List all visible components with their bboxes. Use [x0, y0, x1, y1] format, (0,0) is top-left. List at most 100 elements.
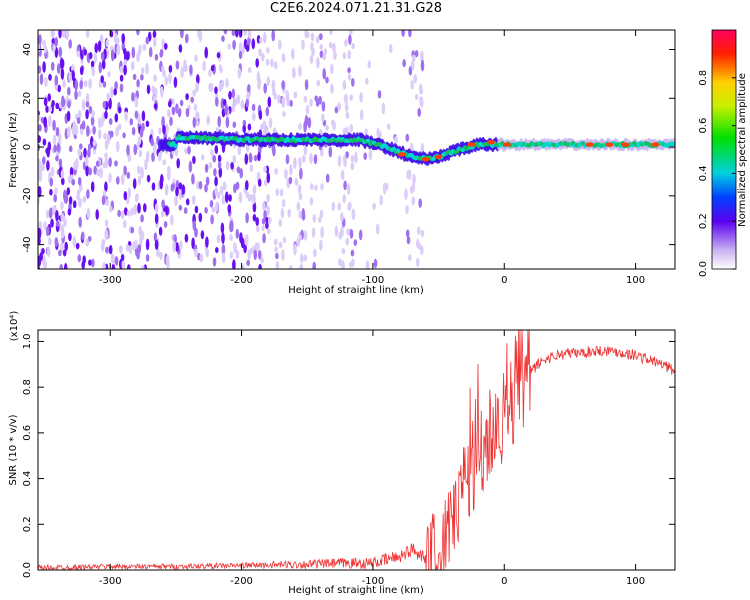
heatmap-cell — [58, 249, 62, 257]
heatmap-cell — [104, 181, 108, 192]
heatmap-cell — [160, 210, 165, 218]
heatmap-cell — [262, 201, 266, 212]
heatmap-cell — [257, 82, 261, 90]
heatmap-cell — [350, 249, 355, 257]
heatmap-cell — [195, 82, 199, 93]
heatmap-cell — [114, 256, 119, 266]
heatmap-cell — [434, 154, 443, 159]
heatmap-cell — [363, 152, 368, 160]
heatmap-cell — [334, 225, 339, 238]
heatmap-cell — [84, 80, 88, 88]
heatmap-cell — [185, 33, 189, 44]
y-axis-label: Frequency (Hz) — [8, 112, 19, 188]
heatmap-cell — [95, 209, 99, 220]
heatmap-cell — [87, 235, 92, 242]
colorbar-tick-label: 0.6 — [698, 118, 709, 134]
y-tick-label: -40 — [22, 236, 33, 252]
heatmap-cell — [66, 126, 71, 138]
heatmap-cell — [123, 165, 127, 176]
heatmap-cell — [81, 231, 85, 241]
heatmap-cell — [62, 249, 67, 257]
heatmap-cell — [39, 73, 44, 85]
heatmap-cell — [351, 208, 356, 221]
x-tick-label: -100 — [362, 576, 385, 587]
y-tick-label: 40 — [22, 43, 33, 56]
heatmap-cell — [229, 251, 234, 260]
heatmap-cell — [222, 181, 227, 191]
heatmap-cell — [55, 126, 60, 137]
heatmap-cell — [137, 136, 142, 145]
heatmap-cell — [119, 245, 123, 254]
heatmap-cell — [214, 144, 219, 155]
heatmap-cell — [146, 84, 151, 95]
heatmap-cell — [289, 99, 293, 107]
heatmap-cell — [340, 225, 344, 238]
heatmap-cell — [154, 203, 159, 214]
heatmap-cell — [48, 73, 52, 81]
snr-frame — [37, 329, 676, 571]
heatmap-cell — [145, 62, 149, 75]
heatmap-cell — [258, 48, 262, 57]
heatmap-cell — [91, 258, 95, 268]
heatmap-cell — [137, 202, 141, 214]
heatmap-cell — [417, 107, 422, 118]
heatmap-cell — [67, 208, 72, 216]
heatmap-cell — [159, 178, 164, 190]
heatmap-cell — [77, 90, 82, 98]
heatmap-cell — [208, 83, 212, 91]
heatmap-cell — [43, 97, 48, 107]
heatmap-cell — [183, 63, 188, 73]
heatmap-cell — [145, 254, 150, 262]
heatmap-cell — [321, 113, 325, 123]
heatmap-cell — [349, 30, 353, 36]
heatmap-cell — [86, 125, 90, 137]
x-axis-label: Height of straight line (km) — [288, 585, 424, 596]
heatmap-cell — [347, 73, 352, 81]
heatmap-cell — [130, 207, 134, 217]
y-tick-label: -20 — [22, 188, 33, 204]
heatmap-cell — [257, 152, 261, 162]
heatmap-cell — [210, 149, 214, 156]
heatmap-cell — [258, 263, 262, 269]
heatmap-cell — [204, 184, 208, 193]
heatmap-cell — [172, 240, 176, 253]
heatmap-cell — [278, 39, 282, 51]
heatmap-cell — [285, 154, 290, 165]
heatmap-cell — [130, 61, 135, 71]
heatmap-cell — [263, 165, 267, 173]
heatmap-cell — [244, 234, 249, 244]
heatmap-cell — [38, 162, 43, 175]
heatmap-cell — [279, 188, 284, 197]
heatmap-cell — [228, 194, 232, 202]
heatmap-cell — [414, 50, 419, 58]
heatmap-cell — [126, 171, 131, 179]
heatmap-cell — [394, 135, 398, 145]
heatmap-cell — [248, 67, 252, 74]
heatmap-cell — [277, 94, 281, 104]
heatmap-cell — [358, 229, 363, 241]
heatmap-cell — [354, 151, 358, 164]
heatmap-cell — [325, 124, 329, 131]
heatmap-cell — [319, 43, 324, 51]
heatmap-cell — [105, 198, 109, 207]
heatmap-cell — [198, 212, 203, 223]
heatmap-cell — [136, 79, 140, 88]
heatmap-cell — [248, 152, 253, 163]
heatmap-cell — [102, 262, 106, 269]
heatmap-cell — [45, 209, 50, 219]
heatmap-cell — [239, 168, 243, 179]
heatmap-cell — [245, 44, 250, 52]
heatmap-cell — [197, 30, 201, 38]
heatmap-cell — [305, 104, 310, 115]
y-tick-label: 0 — [22, 144, 33, 150]
heatmap-cell — [233, 183, 237, 194]
heatmap-cell — [265, 58, 270, 66]
heatmap-cell — [260, 257, 264, 264]
heatmap-cell — [128, 245, 133, 254]
heatmap-cell — [42, 156, 46, 165]
heatmap-cell — [61, 177, 65, 186]
heatmap-cell — [71, 178, 76, 186]
heatmap-cell — [344, 39, 348, 47]
heatmap-cell — [190, 96, 194, 103]
heatmap-cell — [81, 260, 85, 269]
